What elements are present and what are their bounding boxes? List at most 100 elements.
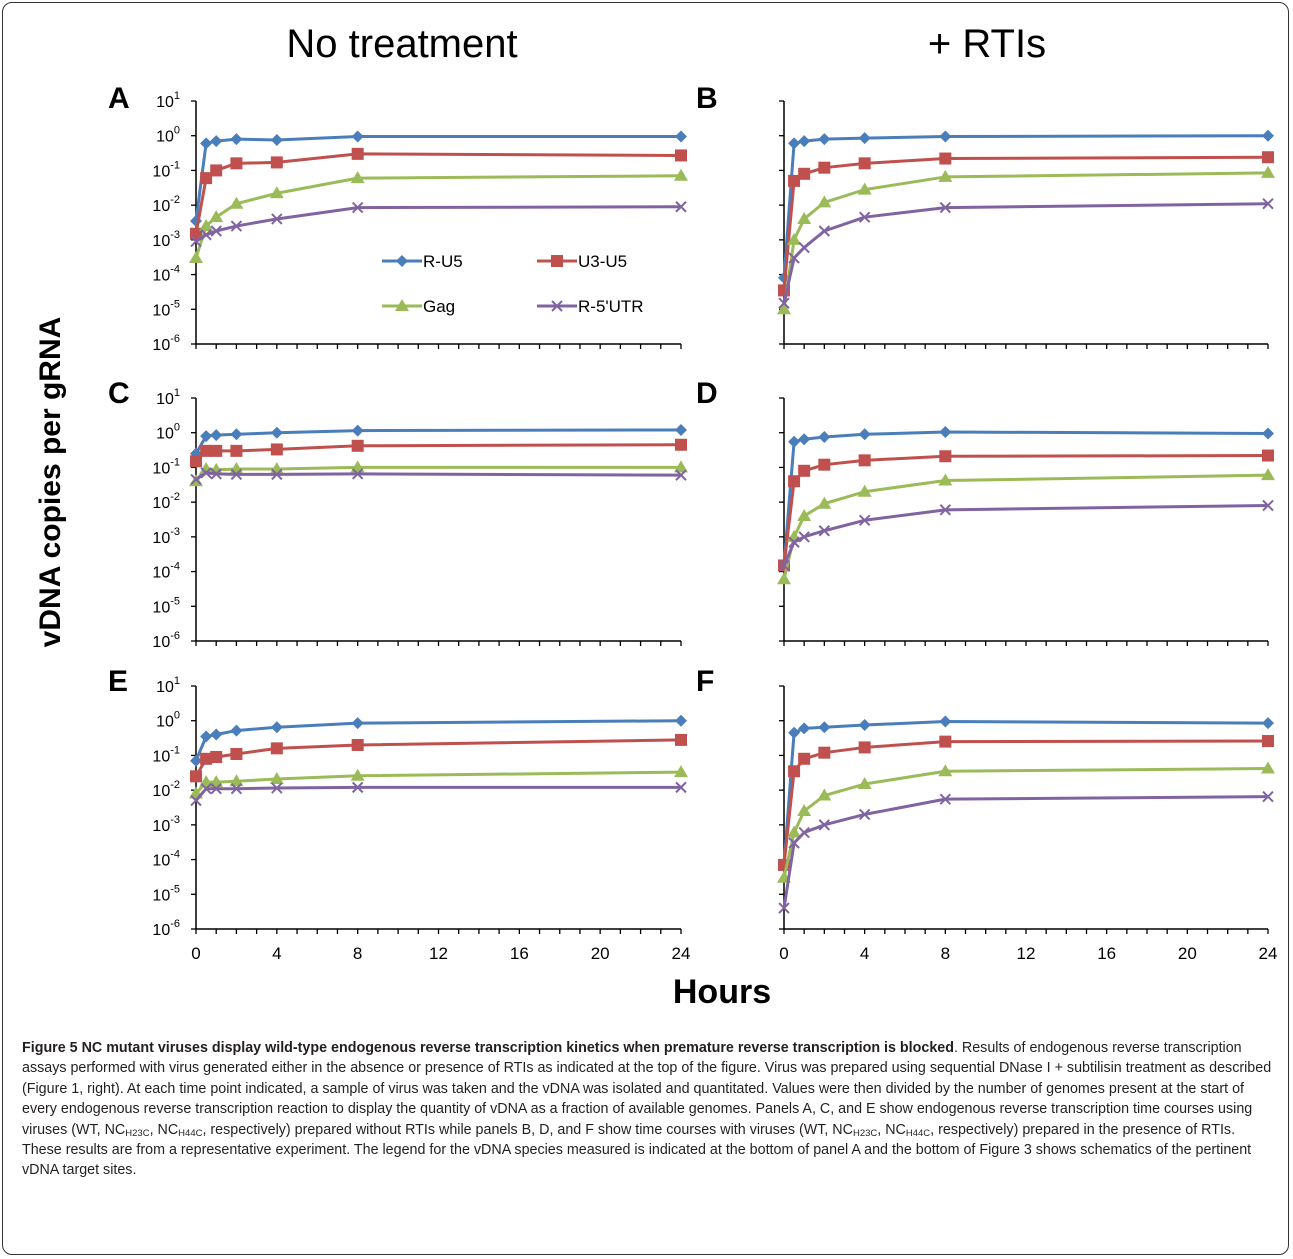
panel-label-C: C: [108, 377, 130, 410]
legend-item: R-5'UTR: [537, 297, 644, 316]
caption-sub-3: H23C: [852, 1127, 878, 1139]
point: [210, 225, 222, 237]
point: [200, 172, 213, 185]
x-tick-label: 16: [510, 944, 529, 963]
point: [858, 454, 871, 467]
y-tick-label: 10-4: [152, 849, 180, 870]
point: [350, 768, 365, 781]
point: [190, 455, 202, 468]
x-tick-label: 16: [1097, 944, 1116, 963]
point: [788, 137, 801, 150]
point: [857, 484, 872, 497]
point: [777, 572, 791, 585]
y-tick-label: 10-3: [152, 814, 180, 835]
y-tick-label: 10-5: [152, 298, 180, 319]
series-gag-line: [194, 174, 682, 259]
point: [818, 525, 831, 537]
point: [270, 426, 283, 439]
point: [350, 171, 365, 184]
point: [788, 475, 801, 488]
point: [1262, 790, 1274, 803]
series-u3-u5-line: [194, 738, 682, 778]
point: [1261, 761, 1275, 774]
legend-label: U3-U5: [578, 252, 627, 271]
point: [939, 425, 952, 438]
point: [939, 793, 952, 805]
point: [1262, 735, 1274, 748]
point: [270, 742, 283, 755]
point: [787, 232, 802, 245]
series-u3-u5: [190, 733, 687, 783]
point: [200, 782, 212, 795]
series-u3-u5-line: [194, 443, 682, 463]
point: [858, 514, 871, 527]
point: [818, 458, 831, 471]
point: [210, 782, 222, 795]
point: [229, 196, 244, 209]
y-tick-label: 10-2: [152, 491, 180, 512]
point: [230, 428, 243, 441]
panel-C: C 10-6 10-5 10-4 10-3 10-2 10-1 100 101: [108, 377, 688, 651]
panel-A: A 10-6 10-5 10-4 10-3 10-2 10-1 100 101 R-U5 U3-U5…: [108, 82, 688, 354]
y-tick-label: 10-1: [152, 456, 180, 477]
x-tick-label: 4: [272, 944, 281, 963]
panel-label-E: E: [108, 665, 128, 698]
point: [939, 735, 952, 748]
point: [1262, 151, 1274, 164]
series-r-u5: [778, 425, 1274, 572]
x-tick-label: 4: [860, 944, 869, 963]
point: [788, 765, 801, 778]
series-u3-u5-line: [782, 454, 1269, 566]
y-tick-label: 101: [156, 675, 180, 696]
point: [675, 149, 687, 162]
y-tick-label: 10-3: [152, 526, 180, 547]
point: [938, 473, 953, 486]
y-tick-label: 101: [156, 387, 180, 408]
series-r-5-utr-line: [195, 205, 682, 243]
point: [798, 531, 810, 543]
point: [1261, 468, 1275, 481]
x-tick-label: 24: [672, 944, 691, 963]
x-tick-label: 20: [1178, 944, 1197, 963]
y-tick-label: 100: [156, 710, 180, 731]
point: [190, 794, 202, 807]
point: [798, 135, 811, 148]
panel-label-B: B: [696, 82, 718, 115]
point: [351, 201, 364, 214]
caption-text-5: , respectively) prepared in the presence…: [22, 1121, 1252, 1179]
point: [939, 715, 952, 728]
point: [230, 133, 243, 146]
x-tick-label: 24: [1259, 944, 1278, 963]
caption-text-3: , respectively) prepared without RTIs wh…: [202, 1121, 853, 1138]
point: [351, 439, 364, 452]
series-gag: [777, 165, 1275, 315]
point: [788, 435, 801, 448]
series-r-u5: [190, 423, 687, 460]
point: [1262, 499, 1274, 512]
point: [798, 722, 811, 735]
x-tick-label: 8: [941, 944, 950, 963]
point: [190, 770, 202, 783]
point: [190, 754, 202, 767]
series-r-5-utr: [778, 197, 1274, 309]
series-gag-line: [782, 473, 1269, 580]
point: [200, 444, 213, 457]
point: [1262, 197, 1274, 210]
point: [199, 462, 214, 475]
point: [787, 825, 802, 838]
point: [189, 251, 203, 264]
point: [798, 826, 810, 839]
point: [818, 225, 831, 237]
point: [778, 559, 790, 572]
point: [674, 168, 688, 181]
series-r-u5: [778, 715, 1274, 871]
legend-label: R-5'UTR: [578, 297, 644, 316]
panel-D: D: [696, 377, 1275, 646]
legend-marker: [396, 255, 408, 267]
point: [798, 167, 811, 180]
point: [210, 164, 223, 177]
caption-sub-2: H44C: [178, 1127, 203, 1139]
point: [818, 746, 831, 759]
series-r-5-utr: [778, 499, 1274, 572]
point: [939, 450, 952, 463]
